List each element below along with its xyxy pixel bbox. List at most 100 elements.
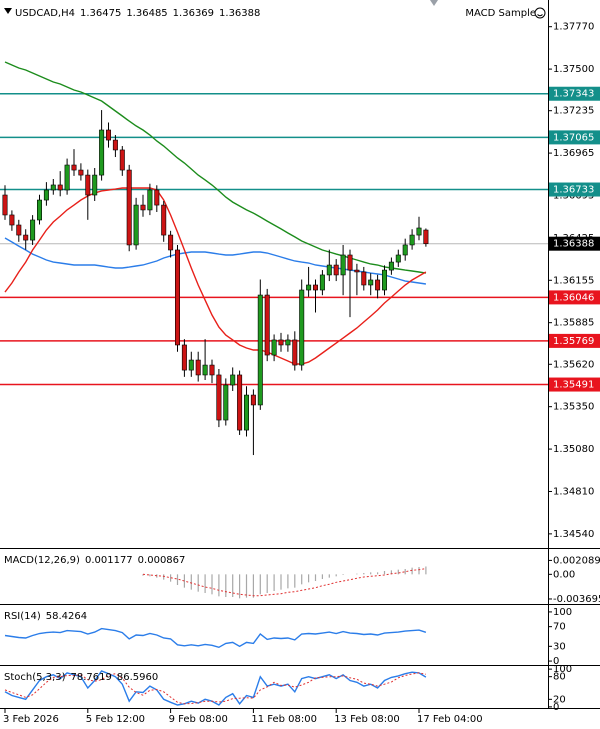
candle-body: [237, 374, 243, 431]
current-price-label: 1.36388: [553, 239, 594, 250]
candle-body: [416, 227, 422, 236]
y-tick-label: 1.34810: [553, 486, 594, 497]
candle-body: [175, 249, 181, 346]
candle-body: [319, 274, 325, 291]
candle-body: [216, 374, 222, 421]
candle-body: [195, 359, 201, 376]
candle-body: [257, 294, 263, 406]
histogram-bar: [314, 574, 317, 581]
candle-body: [250, 394, 256, 406]
candle-body: [36, 199, 42, 221]
histogram-bar: [308, 574, 310, 583]
price-axis: 1.377701.375001.372351.369651.366951.364…: [548, 0, 600, 709]
candle-body: [306, 284, 312, 291]
histogram-bar: [266, 574, 268, 593]
candle-body: [340, 254, 346, 276]
candle-body: [43, 189, 49, 201]
price-level-tag: [549, 130, 600, 145]
x-tick-label: 17 Feb 04:00: [417, 714, 483, 725]
histogram-bar: [204, 574, 206, 593]
indicator-readout: 58.4264: [46, 611, 87, 622]
symbol-readout: 1.36485: [126, 8, 167, 19]
y-tick-label: 100: [553, 607, 572, 618]
histogram-bar: [335, 574, 337, 577]
candle-body: [106, 129, 112, 141]
candle-body: [57, 184, 63, 191]
histogram-bar: [356, 573, 358, 575]
histogram-bar: [259, 574, 261, 595]
histogram-bar: [301, 574, 303, 585]
y-tick-label: 30: [553, 641, 566, 652]
histogram-bar: [225, 574, 227, 597]
candle-body: [112, 139, 118, 151]
indicator-readout: 78.7619: [70, 672, 111, 683]
indicator-panel: 100 70 30 0 RSI(14) 58.4264: [0, 607, 600, 667]
shift-marker[interactable]: [430, 0, 438, 6]
histogram-bar: [252, 574, 254, 598]
histogram-bar: [211, 574, 213, 595]
symbol-menu-icon[interactable]: [4, 8, 12, 14]
expert-name: MACD Sample: [465, 8, 536, 19]
histogram-bar: [397, 569, 399, 575]
histogram-bar: [245, 574, 248, 598]
y-tick-label: 70: [553, 622, 566, 633]
candle-body: [312, 284, 318, 291]
histogram-bar: [197, 574, 199, 592]
candle-body: [271, 339, 277, 356]
y-tick-label: 1.36965: [553, 148, 594, 159]
candle-body: [209, 364, 215, 376]
histogram-bar: [390, 570, 392, 575]
histogram-bar: [232, 574, 234, 597]
symbol-readout: USDCAD,H4: [15, 8, 75, 19]
candle-body: [92, 174, 98, 196]
expert-icon[interactable]: [534, 7, 546, 19]
candle-body: [292, 339, 298, 366]
candle-body: [161, 204, 167, 236]
indicator-line: [4, 672, 426, 705]
candle-body: [223, 384, 229, 421]
y-tick-label: 80: [553, 672, 566, 683]
expert-icon-smile: [537, 14, 543, 17]
candle-body: [347, 254, 353, 271]
candle-body: [9, 214, 15, 226]
y-tick-label: 20: [553, 694, 566, 705]
symbol-readout: 1.36475: [80, 8, 121, 19]
y-tick-label: 100: [553, 664, 572, 675]
histogram-bar: [328, 574, 330, 578]
price-level-label: 1.37343: [553, 89, 594, 100]
histogram-bar: [377, 572, 379, 575]
candle-body: [50, 184, 56, 191]
moving-average: [4, 187, 427, 365]
x-tick-label: 9 Feb 08:00: [169, 714, 228, 725]
indicator-readout: 0.001177: [85, 555, 133, 566]
price-level-tag: [549, 290, 600, 305]
y-tick-label: 0: [553, 656, 559, 667]
current-price-tag: [549, 236, 600, 251]
symbol-readout: 1.36369: [173, 8, 214, 19]
y-tick-label: 1.37500: [553, 64, 594, 75]
y-tick-label: 1.35080: [553, 444, 594, 455]
y-tick-label: -0.003695: [553, 594, 600, 605]
candle-body: [202, 364, 208, 376]
candle-body: [181, 344, 187, 371]
candle-body: [78, 169, 84, 176]
indicator-readout: MACD(12,26,9): [4, 555, 80, 566]
candle-body: [71, 164, 77, 171]
candle-body: [168, 234, 174, 251]
histogram-bar: [280, 574, 282, 590]
candle-body: [147, 189, 153, 211]
x-tick-label: 13 Feb 08:00: [334, 714, 400, 725]
histogram-bar: [149, 574, 151, 577]
histogram-bar: [218, 574, 220, 597]
candle-body: [278, 339, 284, 346]
header: MACD Sample USDCAD,H4 1.36475 1.36485 1.363…: [4, 0, 546, 19]
candle-body: [2, 194, 8, 216]
indicator-line: [4, 670, 427, 706]
indicator-readout: Stoch(5,3,3): [4, 672, 66, 683]
histogram-bar: [321, 574, 323, 579]
candle-body: [140, 204, 146, 211]
x-tick-label: 11 Feb 08:00: [251, 714, 317, 725]
